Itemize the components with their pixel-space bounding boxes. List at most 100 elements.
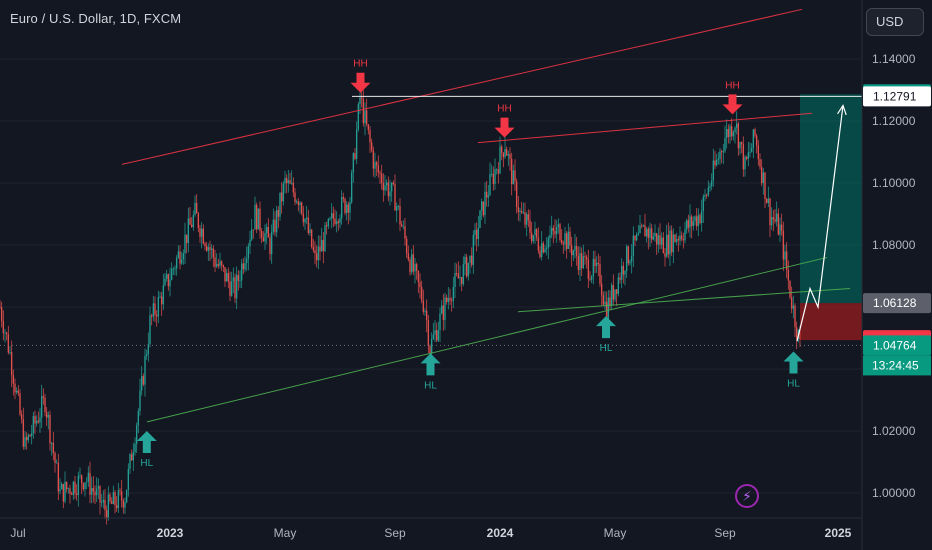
candle-body [69,488,71,494]
candle-body [365,110,368,125]
candle-body [354,153,356,159]
candle-body [27,435,30,441]
candle-body [700,210,703,223]
candle-body [727,129,730,137]
candle-body [702,196,705,211]
candle-body [694,216,696,222]
candle-body [685,220,688,230]
candle-body [242,263,245,270]
marker-label: HH [497,104,511,115]
candle-body [177,251,180,258]
candle-body [284,177,286,184]
candle-body [659,235,661,245]
candle-body [280,192,283,202]
candle-body [170,269,173,280]
candle-body [602,295,605,305]
candle-body [160,296,163,305]
candle-body [399,205,401,225]
candle-body [755,135,758,146]
candle-body [764,172,766,200]
candle-body [197,213,200,229]
candle-body [612,285,615,300]
candle-body [394,184,396,211]
candle-body [39,417,41,423]
candle-body [109,494,111,502]
candle-body [670,230,673,253]
candle-body [222,265,225,268]
candle-body [45,411,48,418]
candle-body [407,253,410,260]
lightning-icon[interactable]: ⚡ [735,484,759,508]
candle-body [532,235,535,242]
candle-body [310,229,313,248]
candle-body [319,246,321,252]
candle-body [315,253,318,261]
candle-body [485,191,488,198]
candle-body [35,420,38,424]
candle-body [704,194,706,197]
candle-body [264,233,266,242]
candle-body [345,204,348,214]
up-arrow-icon [783,351,804,374]
candle-body [547,238,550,248]
candle-body [332,213,335,219]
candle-body [570,245,573,256]
candle-body [184,234,186,254]
candle-body [609,297,611,306]
currency-button[interactable]: USD [866,8,924,36]
candle-body [299,202,301,206]
candle-body [119,490,121,492]
candle-body [265,227,268,234]
candle-body [477,227,480,240]
candle-body [537,237,540,251]
candle-body [530,232,533,242]
candle-body [444,297,446,321]
candle-body [652,236,655,240]
candle-body [224,267,226,282]
candle-body [147,343,150,354]
candle-body [37,420,40,423]
candle-body [635,234,638,241]
candle-body [610,285,613,306]
candle-body [515,181,518,208]
price-axis [862,0,932,550]
candle-body [552,227,555,231]
chart-title: Euro / U.S. Dollar, 1D, FXCM [10,11,182,26]
candle-body [759,159,761,168]
candle-body [372,150,375,169]
candle-body [2,321,5,334]
candle-body [172,268,175,270]
candle-body [767,198,770,203]
marker-label: HL [787,379,800,390]
candle-body [104,499,106,511]
candle-body [370,142,373,151]
candle-body [674,234,676,243]
candle-body [765,199,768,203]
candle-body [205,246,208,251]
candle-body [285,177,288,184]
candle-body [57,462,60,492]
candle-body [455,273,458,274]
candle-body [84,482,86,490]
line-upper-channel [121,8,803,165]
candle-body [705,194,708,196]
candle-body [229,281,231,296]
price-label-bg [863,86,931,107]
candle-body [117,490,120,509]
candle-body [597,262,600,265]
candle-body [580,253,583,269]
candle-body [730,126,733,137]
candle-body [122,500,125,508]
candle-body [100,502,103,503]
candle-body [44,397,46,412]
candle-body [762,172,765,184]
candle-body [342,197,345,199]
candle-body [672,234,675,253]
candle-body [514,170,516,182]
candle-body [82,483,85,490]
candle-body [149,315,151,344]
y-tick-label: 1.00000 [872,486,916,500]
candle-body [132,452,135,461]
candle-body [769,198,771,226]
